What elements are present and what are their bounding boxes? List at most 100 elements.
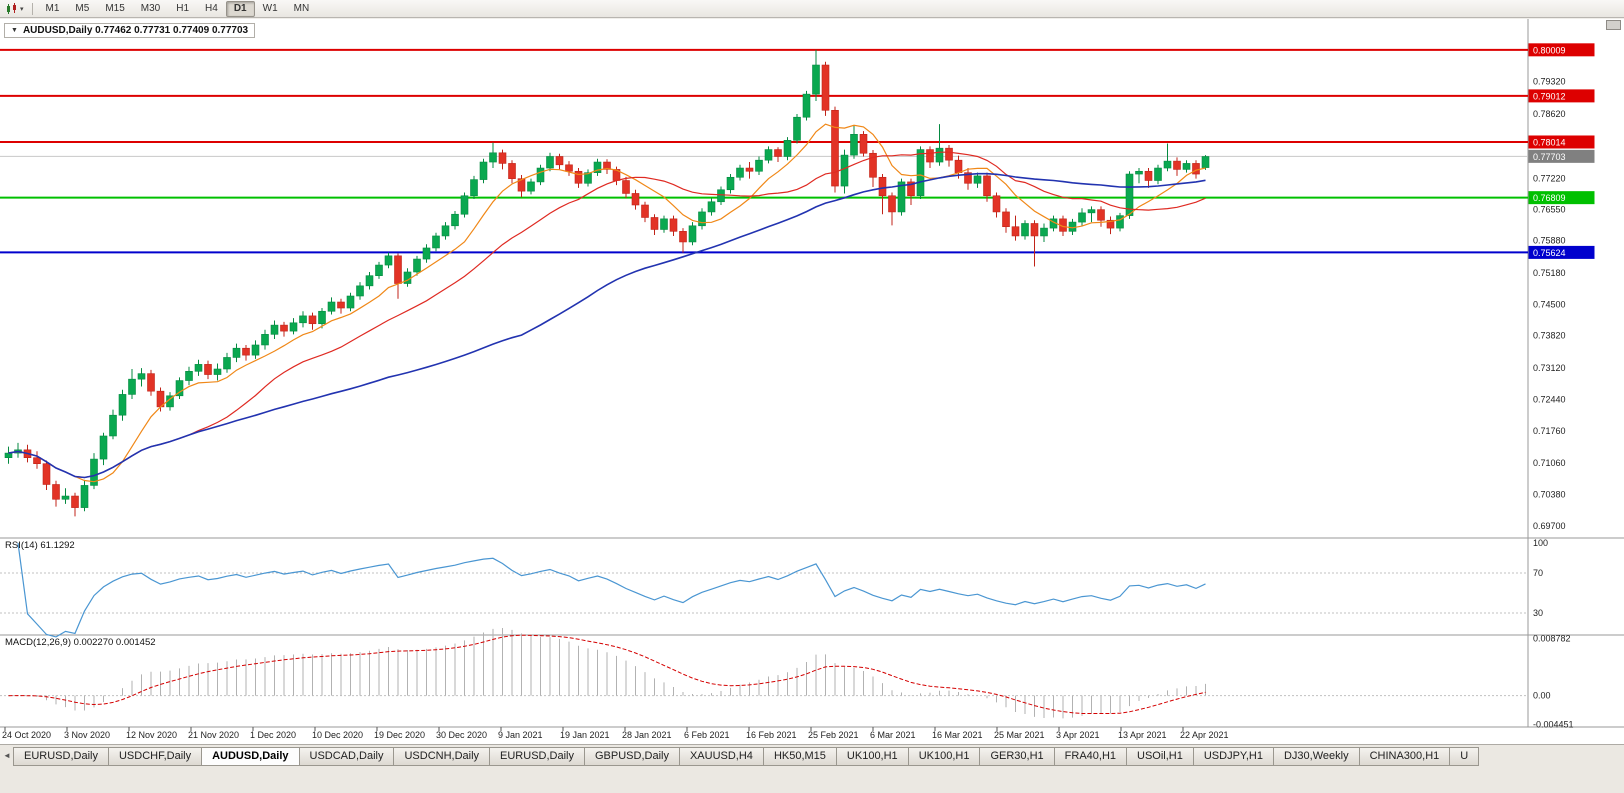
time-tick-label[interactable]: 3 Nov 2020	[64, 730, 110, 740]
time-tick-label[interactable]: 13 Apr 2021	[1118, 730, 1167, 740]
chart-tab-usdjpy-h1[interactable]: USDJPY,H1	[1192, 747, 1274, 766]
macd-signal-line	[8, 634, 1206, 714]
price-tick-label: 0.74500	[1533, 299, 1566, 309]
time-tick-label[interactable]: 6 Mar 2021	[870, 730, 916, 740]
time-tick-label[interactable]: 10 Dec 2020	[312, 730, 363, 740]
chart-tab-eurusd-daily[interactable]: EURUSD,Daily	[489, 747, 585, 766]
chart-tab-u[interactable]: U	[1449, 747, 1480, 766]
timeframe-button-m1[interactable]: M1	[45, 2, 60, 14]
timeframe-button-m15[interactable]: M15	[105, 2, 125, 14]
rsi-axis-label: 100	[1533, 538, 1548, 548]
price-tick-label: 0.78620	[1533, 109, 1566, 119]
ohlc-readout: AUDUSD,Daily 0.77462 0.77731 0.77409 0.7…	[22, 25, 249, 36]
collapse-triangle-icon[interactable]: ▼	[11, 27, 18, 34]
chart-title: ▼ AUDUSD,Daily 0.77462 0.77731 0.77409 0…	[4, 23, 256, 38]
toolbar-separator	[31, 2, 33, 15]
chart-canvas[interactable]: 0.79320 0.78620 0.77220 0.76550 0.75880 0.751…	[0, 19, 1624, 744]
chart-tab-bar: ◄ EURUSD,Daily USDCHF,Daily AUDUSD,Daily US…	[0, 744, 1624, 793]
time-tick-label[interactable]: 24 Oct 2020	[2, 730, 51, 740]
chart-tab-uk100-h1[interactable]: UK100,H1	[835, 747, 909, 766]
time-tick-label[interactable]: 12 Nov 2020	[126, 730, 177, 740]
chevron-down-icon: ▾	[20, 5, 24, 13]
price-tick-label: 0.73120	[1533, 363, 1566, 373]
chart-tab-usoil-h1[interactable]: USOil,H1	[1126, 747, 1194, 766]
time-tick-label[interactable]: 3 Apr 2021	[1056, 730, 1100, 740]
chart-tab-audusd-daily[interactable]: AUDUSD,Daily	[201, 747, 300, 766]
chart-tab-uk100-h1[interactable]: UK100,H1	[907, 747, 981, 766]
chart-tab-hk50-m15[interactable]: HK50,M15	[762, 747, 837, 766]
price-badge-label: 0.80009	[1533, 45, 1566, 55]
timeframe-button-w1[interactable]: W1	[262, 2, 278, 14]
toolbar: ▾ M1 M5 M15 M30 H1 H4 D1 W1 MN	[0, 0, 1624, 18]
timeframe-button-h4[interactable]: H4	[205, 2, 218, 14]
macd-axis-label: 0.00	[1533, 691, 1551, 701]
time-tick-label[interactable]: 22 Apr 2021	[1180, 730, 1229, 740]
rsi-axis-label: 70	[1533, 568, 1543, 578]
time-tick-label[interactable]: 28 Jan 2021	[622, 730, 672, 740]
rsi-line	[17, 542, 1206, 638]
price-badge-label: 0.76809	[1533, 193, 1566, 203]
timeframe-button-m5[interactable]: M5	[75, 2, 90, 14]
price-tick-label: 0.75180	[1533, 268, 1566, 278]
price-tick-label: 0.71060	[1533, 458, 1566, 468]
chart-tab-ger30-h1[interactable]: GER30,H1	[979, 747, 1055, 766]
ma-line-8	[8, 123, 1206, 483]
time-tick-label[interactable]: 9 Jan 2021	[498, 730, 543, 740]
price-tick-label: 0.77220	[1533, 174, 1566, 184]
price-badge	[1528, 191, 1595, 205]
rsi-axis-label: 30	[1533, 608, 1543, 618]
price-tick-label: 0.76550	[1533, 205, 1566, 215]
price-tick-label: 0.70380	[1533, 490, 1566, 500]
tab-scroll-left-button[interactable]: ◄	[3, 751, 11, 760]
chart-tabs: EURUSD,Daily USDCHF,Daily AUDUSD,Daily USDC…	[13, 747, 1480, 766]
price-badge	[1528, 135, 1595, 149]
time-tick-label[interactable]: 25 Mar 2021	[994, 730, 1045, 740]
price-badge	[1528, 149, 1595, 163]
chart-tab-china300-h1[interactable]: CHINA300,H1	[1358, 747, 1451, 766]
price-badge-label: 0.78014	[1533, 137, 1566, 147]
price-badge-label: 0.75624	[1533, 248, 1566, 258]
chart-type-button[interactable]: ▾	[3, 2, 27, 16]
time-tick-label[interactable]: 21 Nov 2020	[188, 730, 239, 740]
time-tick-label[interactable]: 6 Feb 2021	[684, 730, 730, 740]
ma-line-55	[8, 172, 1206, 479]
price-badge-label: 0.77703	[1533, 152, 1566, 162]
chart-tab-usdcad-daily[interactable]: USDCAD,Daily	[298, 747, 395, 766]
time-tick-label[interactable]: 25 Feb 2021	[808, 730, 859, 740]
ma-line-20	[8, 151, 1206, 479]
time-tick-label[interactable]: 16 Mar 2021	[932, 730, 983, 740]
timeframe-button-h1[interactable]: H1	[176, 2, 190, 14]
price-badge	[1528, 245, 1595, 259]
chart-scroll-thumb[interactable]	[1606, 20, 1621, 30]
time-tick-label[interactable]: 30 Dec 2020	[436, 730, 487, 740]
chart-tab-usdchf-daily[interactable]: USDCHF,Daily	[107, 747, 203, 766]
timeframe-button-d1[interactable]: D1	[225, 0, 255, 17]
time-tick-label[interactable]: 19 Jan 2021	[560, 730, 610, 740]
chart-tab-gbpusd-daily[interactable]: GBPUSD,Daily	[584, 747, 680, 766]
rsi-indicator-label: RSI(14) 61.1292	[5, 540, 75, 551]
timeframe-button-group: M1 M5 M15 M30 H1 H4 D1 W1 MN	[38, 0, 318, 17]
chart-area: 0.79320 0.78620 0.77220 0.76550 0.75880 0.751…	[0, 19, 1624, 744]
price-tick-label: 0.72440	[1533, 394, 1566, 404]
macd-axis-label: -0.004451	[1533, 720, 1574, 730]
timeframe-button-m30[interactable]: M30	[140, 2, 161, 14]
macd-histogram	[17, 628, 1206, 719]
price-badge-label: 0.79012	[1533, 91, 1566, 101]
chart-tab-usdcnh-daily[interactable]: USDCNH,Daily	[393, 747, 491, 766]
price-tick-label: 0.73820	[1533, 331, 1566, 341]
time-tick-label[interactable]: 16 Feb 2021	[746, 730, 797, 740]
time-tick-label[interactable]: 19 Dec 2020	[374, 730, 425, 740]
price-tick-label: 0.69700	[1533, 521, 1566, 531]
price-tick-label: 0.75880	[1533, 236, 1566, 246]
price-tick-label: 0.79320	[1533, 77, 1566, 87]
macd-indicator-label: MACD(12,26,9) 0.002270 0.001452	[5, 637, 156, 648]
price-tick-label: 0.71760	[1533, 426, 1566, 436]
macd-axis-label: 0.008782	[1533, 633, 1571, 643]
chart-tab-xauusd-h4[interactable]: XAUUSD,H4	[678, 747, 764, 766]
chart-tab-fra40-h1[interactable]: FRA40,H1	[1053, 747, 1128, 766]
chart-tab-eurusd-daily[interactable]: EURUSD,Daily	[13, 747, 109, 766]
time-tick-label[interactable]: 1 Dec 2020	[250, 730, 296, 740]
timeframe-button-mn[interactable]: MN	[293, 2, 310, 14]
chart-tab-dj30-weekly[interactable]: DJ30,Weekly	[1272, 747, 1360, 766]
